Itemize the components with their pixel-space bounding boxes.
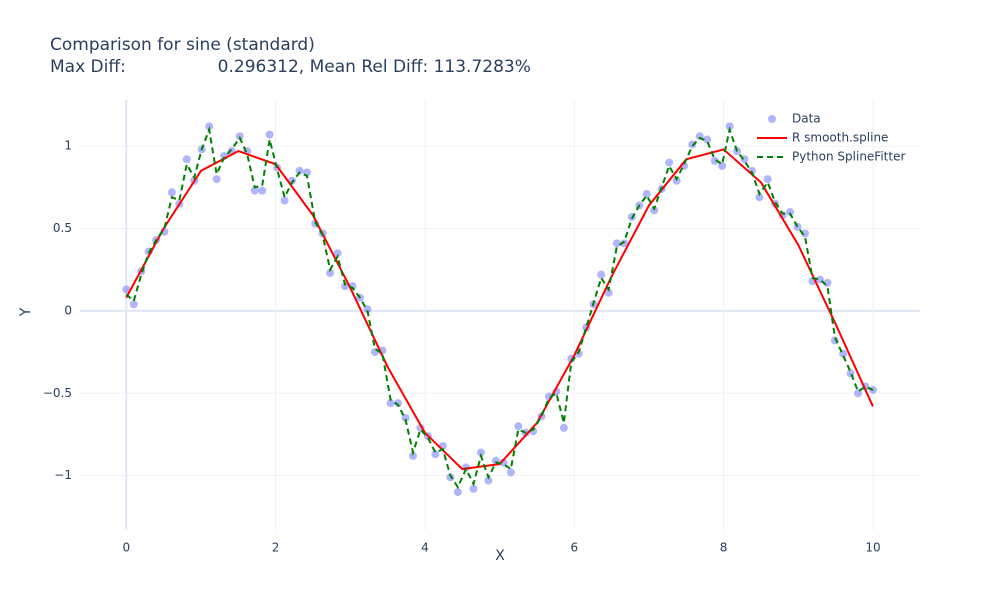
- data-point: [514, 422, 523, 431]
- data-point: [431, 450, 440, 459]
- data-point: [703, 135, 712, 144]
- data-point: [122, 285, 131, 294]
- data-point: [559, 423, 568, 432]
- data-point: [868, 385, 877, 394]
- data-point: [786, 208, 795, 217]
- data-point: [846, 369, 855, 378]
- data-point: [370, 348, 379, 357]
- legend-label: Data: [792, 112, 821, 126]
- data-point: [258, 186, 267, 195]
- y-axis-title: Y: [18, 307, 34, 317]
- data-point: [129, 300, 138, 309]
- data-point: [250, 186, 259, 195]
- data-point: [642, 189, 651, 198]
- legend-label: Python SplineFitter: [792, 150, 905, 164]
- data-point: [469, 484, 478, 493]
- data-point: [394, 399, 403, 408]
- x-tick-label: 10: [865, 541, 880, 555]
- x-tick-label: 6: [570, 541, 578, 555]
- data-point: [499, 458, 508, 467]
- data-point: [386, 399, 395, 408]
- data-point: [620, 239, 629, 248]
- x-tick-label: 0: [122, 541, 130, 555]
- data-point: [333, 249, 342, 258]
- data-point: [453, 488, 462, 497]
- data-point: [295, 166, 304, 175]
- y-tick-label: 0: [64, 303, 72, 317]
- x-tick-label: 4: [421, 541, 429, 555]
- y-tick-label: 0.5: [53, 221, 72, 235]
- data-point: [755, 193, 764, 202]
- chart-title: Comparison for sine (standard): [50, 35, 315, 55]
- chart-subtitle: Max Diff: 0.296312, Mean Rel Diff: 113.7…: [50, 57, 531, 77]
- data-point: [612, 239, 621, 248]
- data-point: [409, 451, 418, 460]
- data-point: [326, 268, 335, 277]
- data-point: [604, 288, 613, 297]
- data-point: [205, 122, 214, 131]
- plot-area: [122, 122, 877, 497]
- y-tick-label: −1: [54, 468, 72, 482]
- data-point: [597, 270, 606, 279]
- y-tick-label: 1: [64, 139, 72, 153]
- legend-label: R smooth.spline: [792, 131, 888, 145]
- data-point: [212, 175, 221, 184]
- data-point: [801, 229, 810, 238]
- y-tick-label: −0.5: [43, 386, 72, 400]
- data-point: [763, 175, 772, 184]
- data-point: [182, 155, 191, 164]
- series-line: [125, 125, 874, 490]
- data-point: [665, 158, 674, 167]
- x-tick-label: 8: [720, 541, 728, 555]
- data-point: [280, 196, 289, 205]
- x-tick-label: 2: [272, 541, 280, 555]
- data-point: [341, 282, 350, 291]
- data-point: [363, 305, 372, 314]
- data-point: [710, 156, 719, 165]
- data-point: [506, 468, 515, 477]
- data-point: [265, 130, 274, 139]
- data-point: [484, 476, 493, 485]
- data-point: [167, 188, 176, 197]
- x-axis-title: X: [495, 548, 505, 564]
- data-point: [725, 122, 734, 131]
- legend-marker: [768, 115, 776, 123]
- data-point: [401, 413, 410, 422]
- data-point: [476, 448, 485, 457]
